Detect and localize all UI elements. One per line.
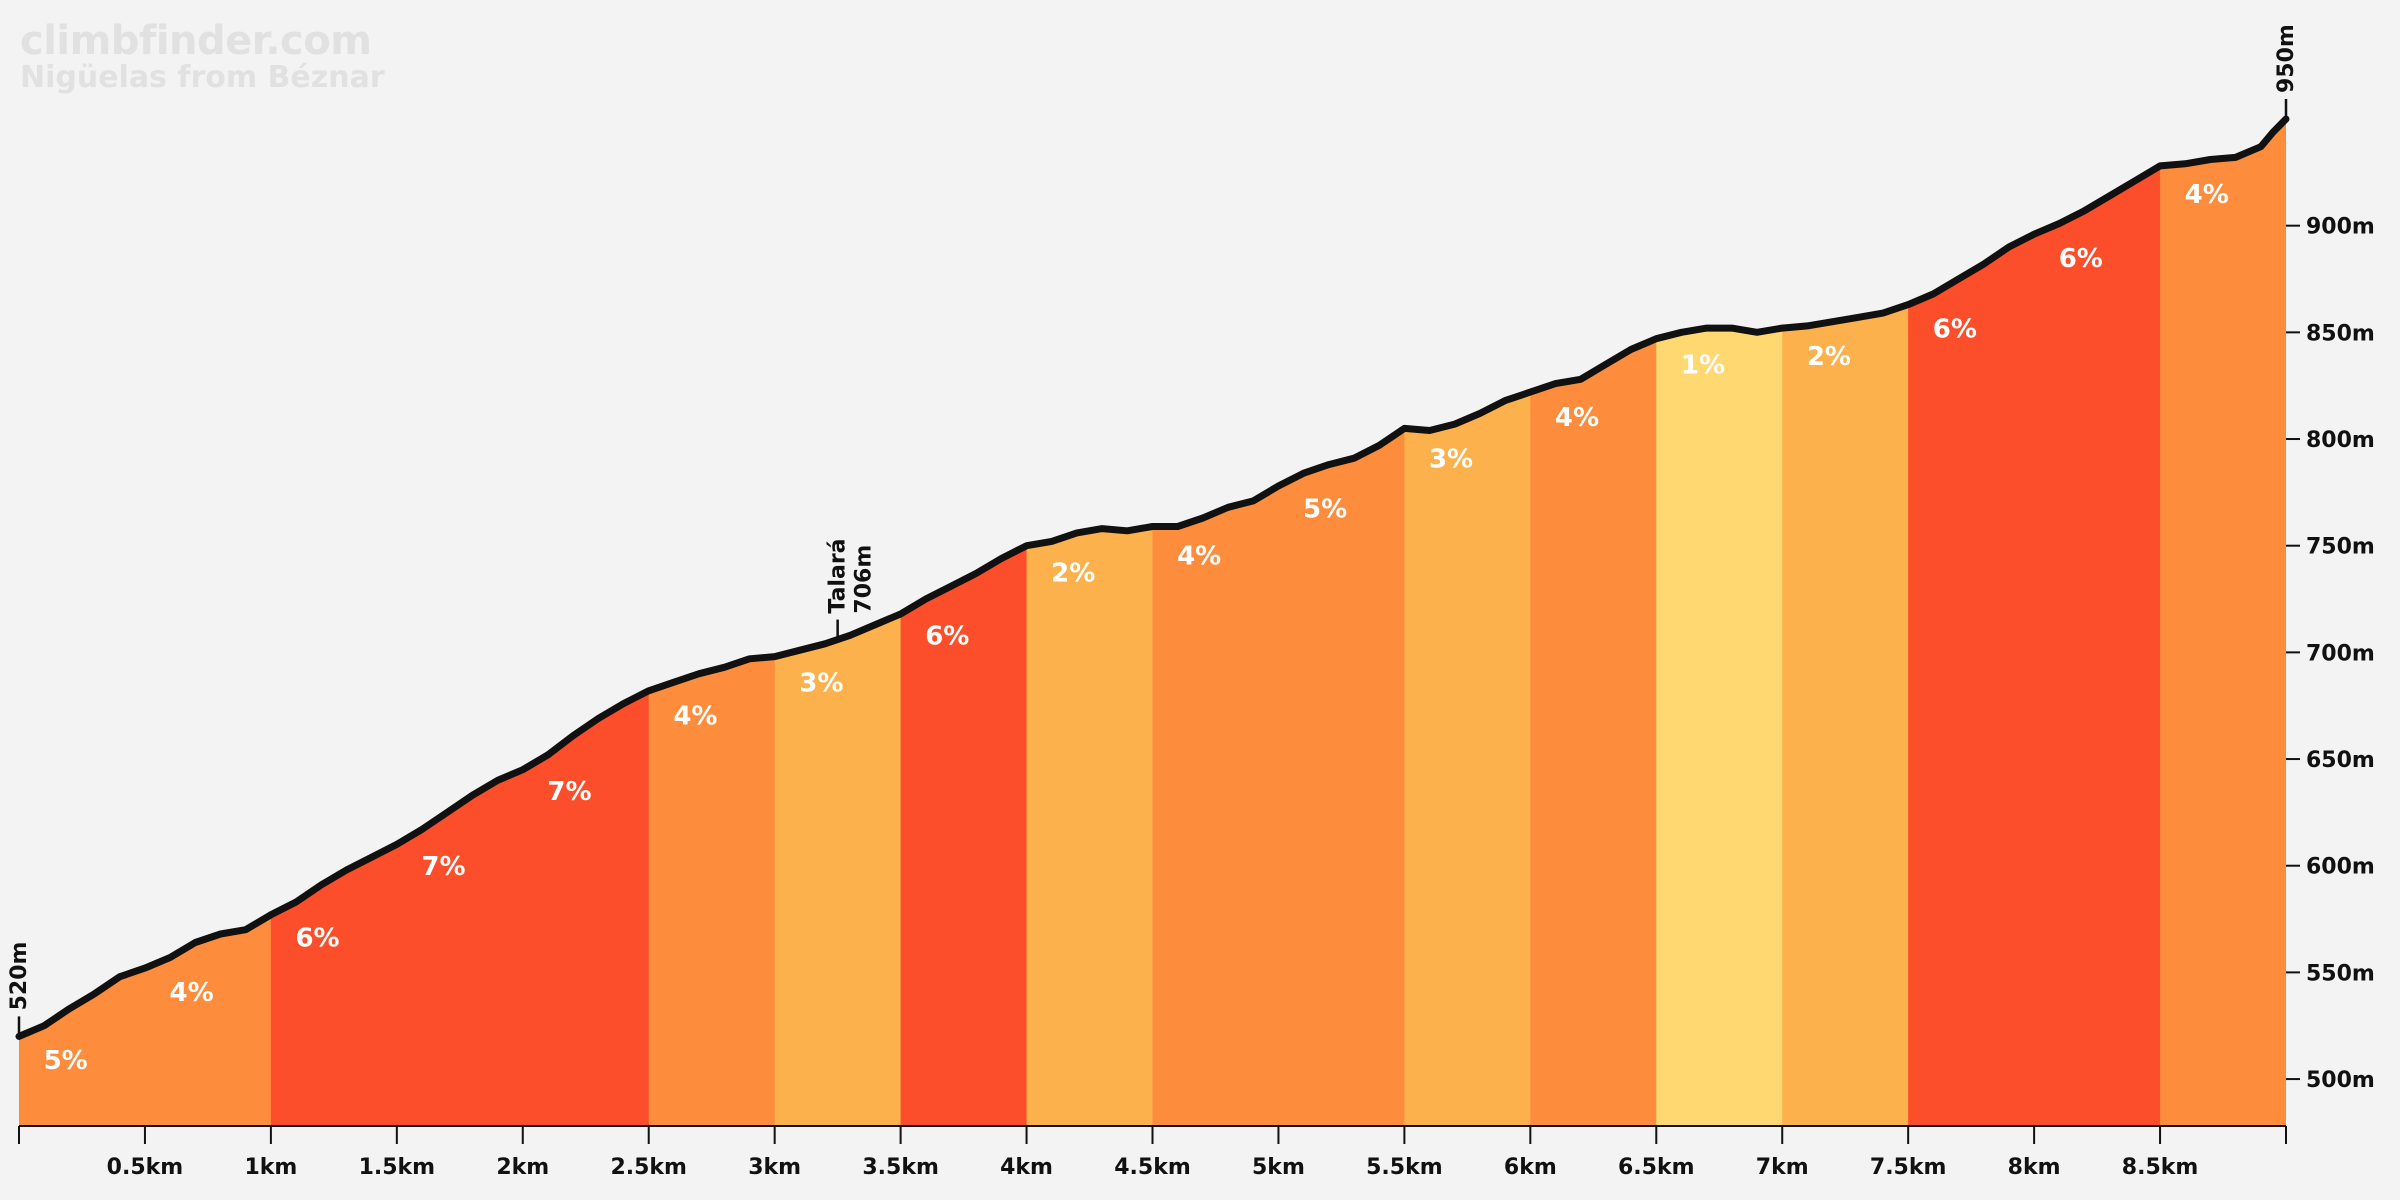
profile-line (15, 115, 2290, 1040)
site-name: climbfinder.com (20, 18, 372, 64)
grade-label: 2% (1807, 342, 1851, 372)
grade-label: 4% (1555, 403, 1599, 433)
grade-segments (19, 119, 2286, 1126)
grade-label: 6% (2059, 244, 2103, 274)
x-tick-label: 3km (748, 1155, 801, 1180)
y-tick-label: 600m (2306, 855, 2375, 880)
grade-label: 4% (1177, 541, 1221, 571)
y-tick-label: 650m (2306, 748, 2375, 773)
grade-label: 6% (295, 923, 339, 953)
x-tick-label: 0.5km (107, 1155, 184, 1180)
grade-segment (1908, 119, 2161, 1126)
grade-label: 1% (1681, 351, 1725, 381)
x-tick-label: 4.5km (1114, 1155, 1191, 1180)
grade-segment (19, 119, 272, 1126)
y-tick-label: 550m (2306, 961, 2375, 986)
grade-segment (2160, 119, 2286, 1126)
x-tick-label: 6km (1504, 1155, 1557, 1180)
grade-label: 4% (2185, 180, 2229, 210)
y-tick-label: 900m (2306, 215, 2375, 240)
y-tick-label: 700m (2306, 641, 2375, 666)
grade-segment (1404, 119, 1531, 1126)
grade-segment (1656, 119, 1783, 1126)
axes: 0.5km 1km 1.5km 2km 2.5km 3km 3.5km 4km 4.5km 5km… (18, 215, 2375, 1180)
annotation-label: Talará (826, 538, 851, 613)
x-axis-ticks: 0.5km 1km 1.5km 2km 2.5km 3km 3.5km 4km 4.5km 5km… (18, 1126, 2287, 1180)
annotation-label: 950m (2274, 24, 2299, 93)
x-tick-label: 7km (1756, 1155, 1809, 1180)
grade-label: 4% (170, 978, 214, 1008)
grade-segment (1530, 119, 1657, 1126)
grade-label: 5% (44, 1046, 88, 1076)
x-tick-label: 1km (244, 1155, 297, 1180)
grade-label: 7% (421, 852, 465, 882)
x-tick-label: 4km (1000, 1155, 1053, 1180)
y-tick-label: 500m (2306, 1068, 2375, 1093)
x-tick-label: 8km (2008, 1155, 2061, 1180)
x-tick-label: 5.5km (1366, 1155, 1443, 1180)
annotation-label: 520m (7, 942, 32, 1011)
grade-segment (1782, 119, 1909, 1126)
x-tick-label: 1.5km (359, 1155, 436, 1180)
y-tick-label: 750m (2306, 535, 2375, 560)
x-tick-label: 2.5km (610, 1155, 687, 1180)
grade-label: 7% (547, 777, 591, 807)
annotation-label: 706m (852, 545, 877, 614)
grade-segment (900, 119, 1028, 1126)
grade-labels: 5% 4% 6% 7% 7% 4% 3% 6% 2% 4% 5% 3% 4% 1% 2% 6% 6% 4% (44, 180, 2229, 1076)
x-tick-label: 5km (1252, 1155, 1305, 1180)
grade-label: 6% (1933, 314, 1977, 344)
grade-segment (270, 119, 650, 1126)
grade-label: 3% (1429, 444, 1473, 474)
grade-label: 4% (673, 702, 717, 732)
x-tick-label: 3.5km (862, 1155, 939, 1180)
grade-label: 6% (925, 621, 969, 651)
y-axis-ticks: 500m 550m 600m 650m 700m 750m 800m 850m 900m (2286, 215, 2375, 1093)
y-tick-label: 850m (2306, 321, 2375, 346)
grade-label: 2% (1051, 559, 1095, 589)
climb-subtitle: Nigüelas from Béznar (20, 60, 385, 95)
grade-label: 3% (799, 668, 843, 698)
x-tick-label: 7.5km (1870, 1155, 1947, 1180)
brand-watermark: climbfinder.com Nigüelas from Béznar (20, 20, 385, 94)
x-tick-label: 6.5km (1618, 1155, 1695, 1180)
x-tick-label: 8.5km (2122, 1155, 2199, 1180)
y-tick-label: 800m (2306, 428, 2375, 453)
grade-label: 5% (1303, 495, 1347, 525)
x-tick-label: 2km (496, 1155, 549, 1180)
grade-segment (648, 119, 776, 1126)
elevation-annotations: 520m Talará 706m 950m (7, 24, 2299, 1035)
